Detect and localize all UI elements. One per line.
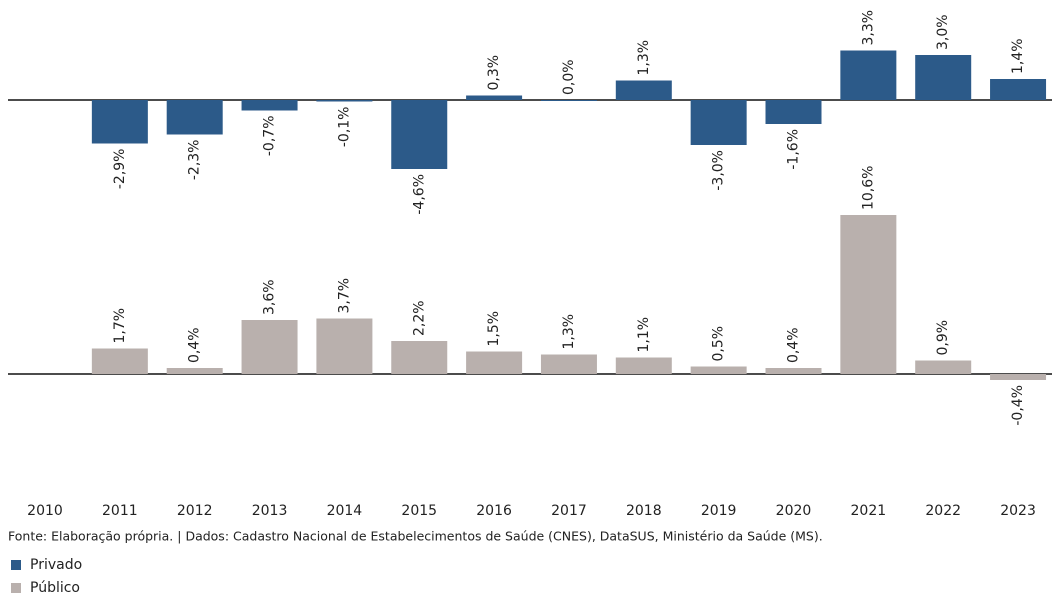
value-label: -2,9%: [112, 149, 128, 190]
bar: [91, 348, 148, 374]
bar: [690, 366, 747, 374]
bar: [990, 374, 1047, 380]
value-label: 1,3%: [561, 314, 577, 350]
bar: [765, 368, 822, 374]
x-tick-label: 2014: [327, 503, 363, 519]
value-label: 3,0%: [935, 14, 951, 50]
bar: [915, 55, 972, 100]
value-label: 1,3%: [636, 40, 652, 76]
value-label: -4,6%: [411, 174, 427, 215]
x-tick-label: 2022: [925, 503, 961, 519]
value-label: 0,9%: [935, 320, 951, 356]
x-tick-label: 2010: [27, 503, 63, 519]
bar: [615, 80, 672, 100]
x-tick-label: 2013: [252, 503, 288, 519]
source-note: Fonte: Elaboração própria. | Dados: Cada…: [8, 529, 823, 544]
bar: [166, 100, 223, 135]
value-label: -1,6%: [786, 129, 802, 170]
x-tick-label: 2011: [102, 503, 138, 519]
bar: [765, 100, 822, 124]
value-label: 0,0%: [561, 59, 577, 95]
value-label: 3,3%: [860, 10, 876, 46]
value-label: -0,4%: [1010, 385, 1026, 426]
x-tick-label: 2017: [551, 503, 587, 519]
legend-label: Público: [30, 580, 80, 596]
value-label: 3,6%: [262, 279, 278, 315]
value-label: 10,6%: [860, 166, 876, 210]
value-label: 1,1%: [636, 317, 652, 353]
bar: [915, 360, 972, 374]
legend-label: Privado: [30, 557, 82, 573]
bar: [466, 351, 523, 374]
value-label: 0,5%: [711, 326, 727, 362]
value-label: -2,3%: [187, 140, 203, 181]
value-label: 1,7%: [112, 308, 128, 344]
value-label: 0,3%: [486, 55, 502, 91]
bar: [316, 318, 373, 374]
bar: [840, 50, 897, 100]
bar: [391, 341, 448, 374]
bar: [316, 100, 373, 102]
bar: [241, 100, 298, 111]
bar: [990, 79, 1047, 100]
bar: [540, 354, 597, 374]
bar: [241, 320, 298, 374]
legend-swatch: [11, 560, 21, 570]
bar: [466, 95, 523, 100]
x-tick-label: 2015: [401, 503, 437, 519]
legend-swatch: [11, 583, 21, 593]
value-label: 0,4%: [786, 327, 802, 363]
x-tick-label: 2016: [476, 503, 512, 519]
value-label: -3,0%: [711, 150, 727, 191]
value-label: -0,1%: [336, 107, 352, 148]
value-label: 2,2%: [411, 300, 427, 336]
bar: [690, 100, 747, 145]
x-tick-label: 2023: [1000, 503, 1036, 519]
bar: [166, 368, 223, 374]
value-label: 1,4%: [1010, 38, 1026, 74]
x-tick-label: 2021: [851, 503, 887, 519]
value-label: 0,4%: [187, 327, 203, 363]
bar: [391, 100, 448, 169]
bar: [540, 100, 597, 101]
value-label: 3,7%: [336, 278, 352, 314]
bar: [91, 100, 148, 144]
bar: [840, 215, 897, 374]
value-label: -0,7%: [262, 116, 278, 157]
x-tick-label: 2012: [177, 503, 213, 519]
bar: [615, 357, 672, 374]
x-tick-label: 2020: [776, 503, 812, 519]
x-tick-label: 2018: [626, 503, 662, 519]
x-tick-label: 2019: [701, 503, 737, 519]
value-label: 1,5%: [486, 311, 502, 347]
